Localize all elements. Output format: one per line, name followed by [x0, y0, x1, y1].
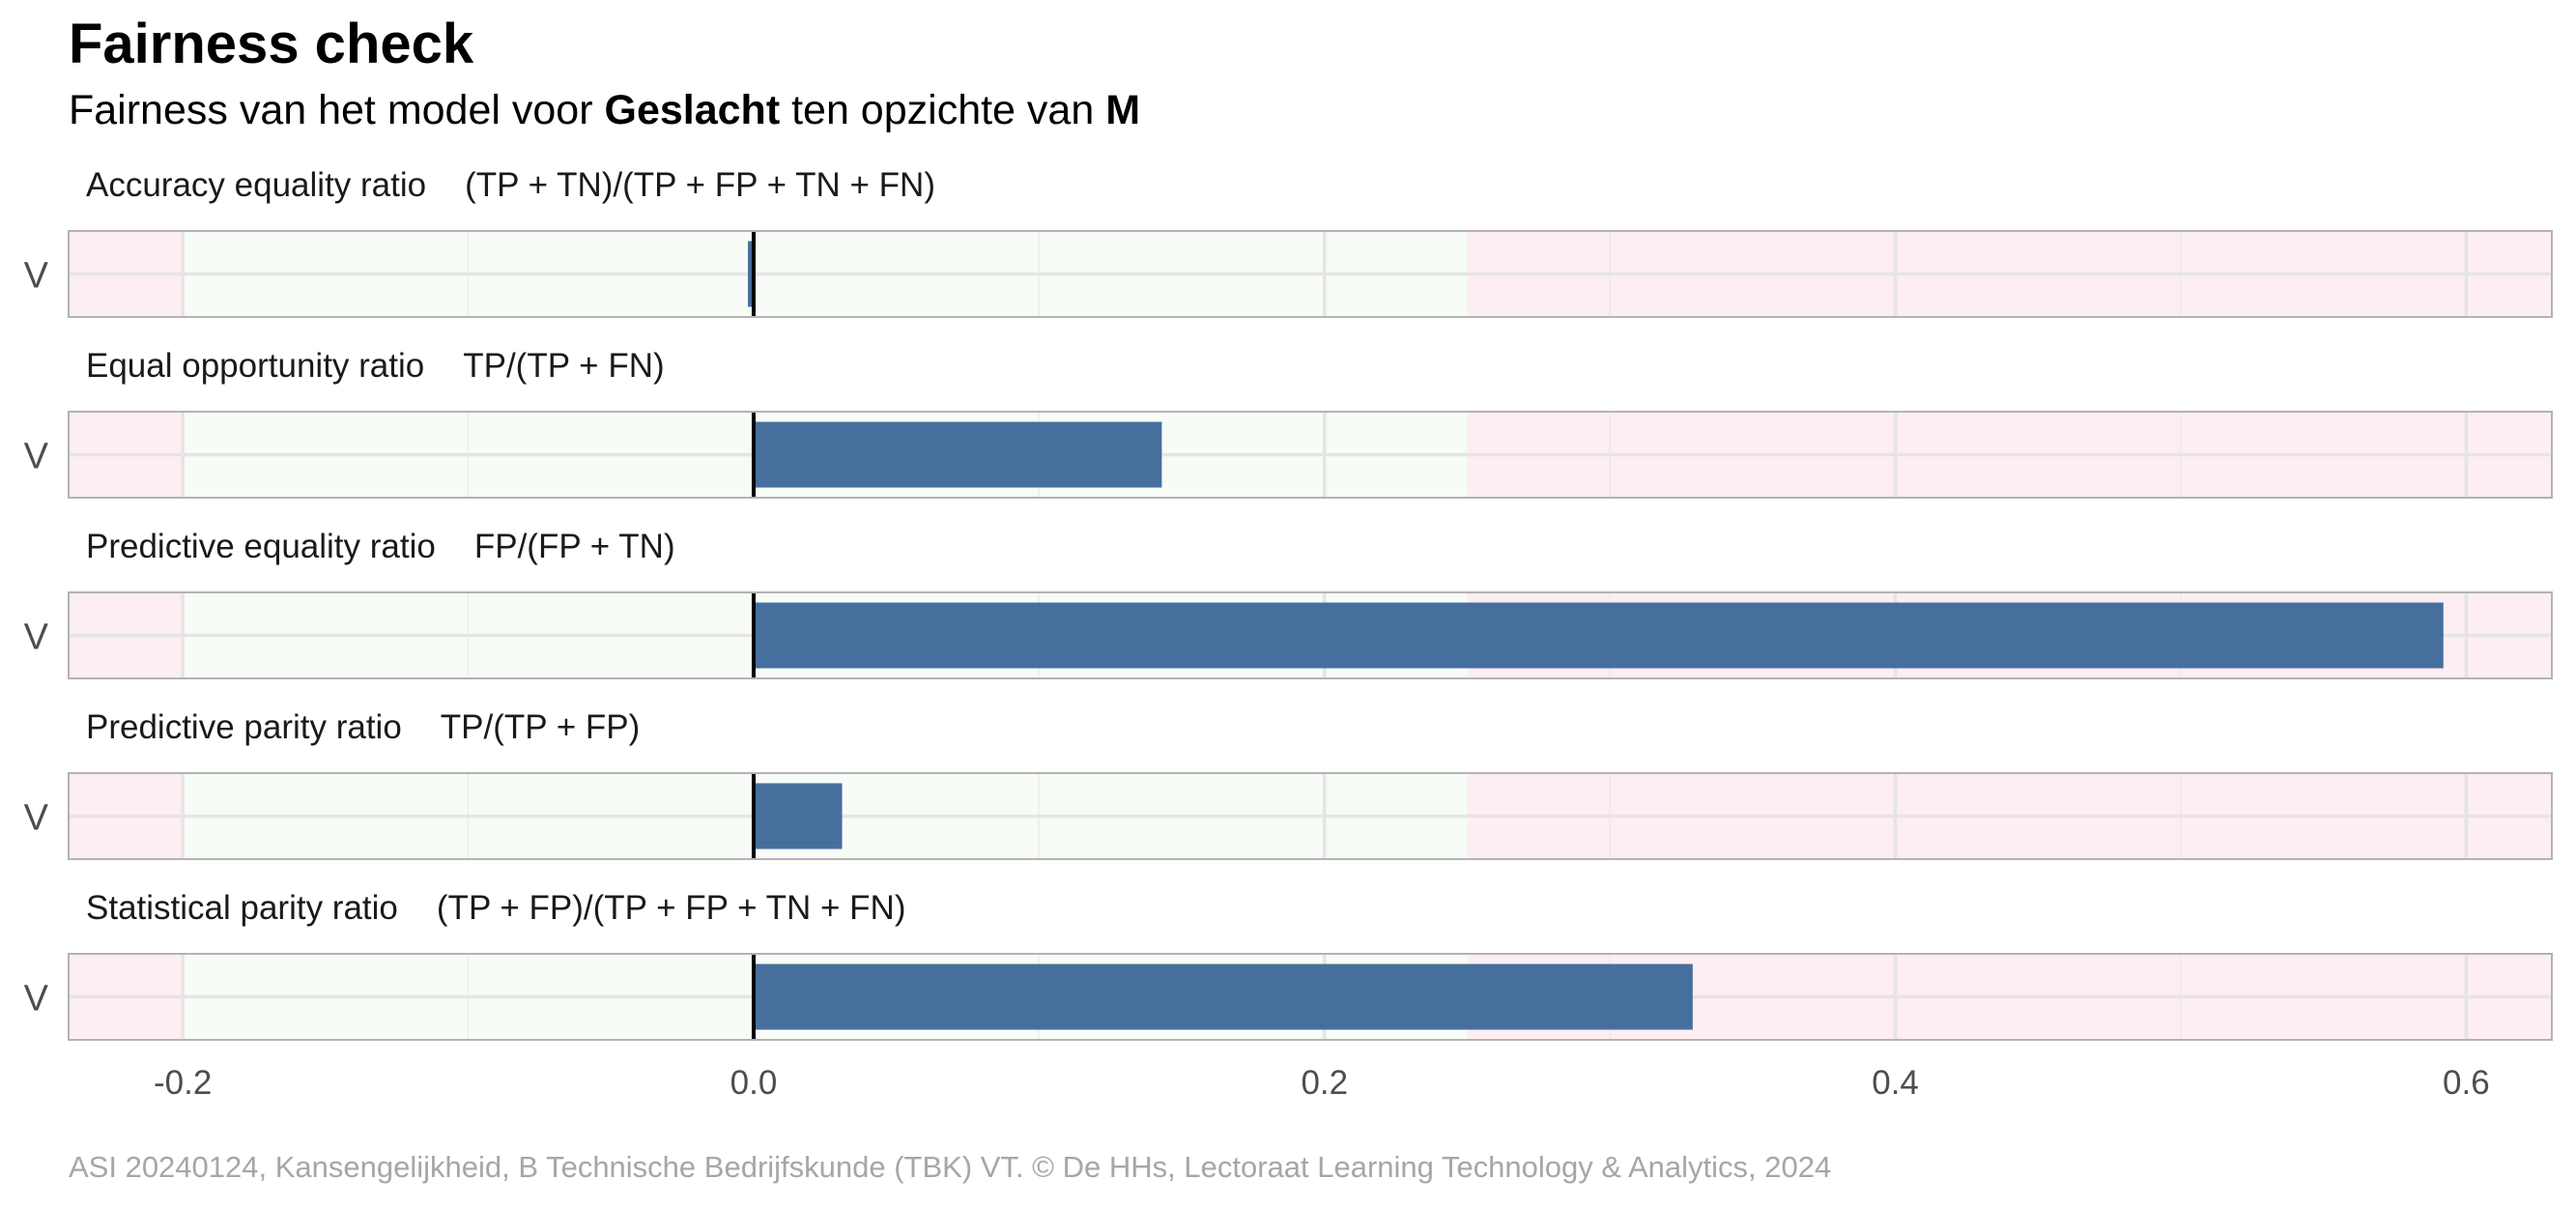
panel-strip-label: Predictive equality ratio FP/(FP + TN) — [86, 528, 675, 565]
panel-border — [68, 230, 2553, 318]
metric-name: Predictive parity ratio — [86, 708, 402, 746]
subtitle-variable: Geslacht — [604, 87, 781, 133]
panel-strip-label: Predictive parity ratio TP/(TP + FP) — [86, 708, 640, 746]
metric-name: Predictive equality ratio — [86, 528, 436, 565]
x-tick-label: 0.0 — [730, 1064, 778, 1102]
bar-statistical-parity-ratio — [753, 964, 1693, 1030]
panel-strip-label: Statistical parity ratio (TP + FP)/(TP + … — [86, 889, 905, 927]
metric-name: Equal opportunity ratio — [86, 347, 424, 385]
subtitle-reference: M — [1105, 87, 1141, 133]
x-tick-label: 0.4 — [1872, 1064, 1919, 1102]
bar-predictive-equality-ratio — [753, 602, 2444, 669]
subtitle-prefix: Fairness van het model voor — [69, 87, 605, 133]
panel-border — [68, 772, 2553, 860]
panel-strip-label: Equal opportunity ratio TP/(TP + FN) — [86, 347, 665, 385]
metric-name: Statistical parity ratio — [86, 889, 398, 927]
bar-accuracy-equality-ratio — [748, 241, 754, 307]
chart-subtitle: Fairness van het model voor Geslacht ten… — [69, 87, 1140, 134]
metric-formula: (TP + TN)/(TP + FP + TN + FN) — [465, 166, 935, 204]
y-category-label: V — [24, 798, 49, 839]
chart-caption: ASI 20240124, Kansengelijkheid, B Techni… — [69, 1150, 1832, 1184]
metric-name: Accuracy equality ratio — [86, 166, 426, 204]
bar-predictive-parity-ratio — [753, 783, 843, 849]
y-category-label: V — [24, 979, 49, 1020]
x-tick-label: -0.2 — [154, 1064, 212, 1102]
chart-title: Fairness check — [69, 13, 474, 75]
panel-border — [68, 591, 2553, 679]
y-category-label: V — [24, 256, 49, 297]
y-category-label: V — [24, 437, 49, 477]
x-tick-label: 0.2 — [1301, 1064, 1348, 1102]
metric-formula: (TP + FP)/(TP + FP + TN + FN) — [437, 889, 906, 927]
y-category-label: V — [24, 618, 49, 658]
panel-border — [68, 411, 2553, 499]
subtitle-middle: ten opzichte van — [780, 87, 1106, 133]
metric-formula: TP/(TP + FP) — [441, 708, 640, 746]
metric-formula: TP/(TP + FN) — [463, 347, 664, 385]
x-tick-label: 0.6 — [2443, 1064, 2490, 1102]
panel-strip-label: Accuracy equality ratio (TP + TN)/(TP + F… — [86, 166, 935, 204]
panel-border — [68, 953, 2553, 1041]
bar-equal-opportunity-ratio — [753, 421, 1162, 488]
metric-formula: FP/(FP + TN) — [474, 528, 675, 565]
